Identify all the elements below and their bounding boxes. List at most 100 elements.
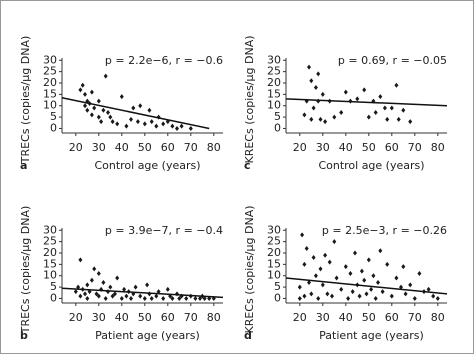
point — [161, 295, 166, 301]
y-tick-label: 25 — [267, 235, 281, 248]
annotation: p = 2.2e−6, r = −0.6 — [105, 54, 223, 67]
point — [129, 116, 133, 122]
point — [99, 119, 104, 125]
point — [78, 293, 83, 299]
point — [122, 286, 127, 292]
x-tick-label: 70 — [408, 141, 422, 154]
point — [131, 105, 136, 111]
point — [297, 295, 302, 301]
point — [316, 295, 321, 301]
point — [399, 284, 403, 290]
point — [309, 78, 314, 84]
point — [96, 114, 101, 120]
point — [103, 73, 108, 79]
point — [110, 119, 115, 125]
y-axis-label: TRECs (copies/µg DNA) — [19, 206, 32, 335]
point — [323, 119, 328, 125]
point — [343, 89, 348, 95]
x-tick-label: 70 — [184, 141, 198, 154]
x-tick-label: 60 — [161, 311, 175, 324]
y-axis-label: KRECs (copies/µg DNA) — [243, 35, 256, 163]
point — [96, 270, 101, 276]
point — [366, 114, 371, 120]
y-tick-label: 10 — [267, 269, 281, 282]
point — [332, 114, 337, 120]
point — [154, 293, 159, 299]
point — [362, 277, 367, 283]
point — [94, 291, 99, 297]
point — [149, 119, 154, 125]
point — [89, 112, 94, 118]
x-tick-label: 50 — [138, 141, 152, 154]
point — [369, 286, 374, 292]
point — [297, 284, 302, 290]
point — [135, 119, 140, 125]
point — [334, 275, 339, 281]
point — [73, 289, 78, 295]
annotation: p = 2.5e−3, r = −0.26 — [322, 224, 447, 237]
point — [408, 119, 413, 125]
x-tick-label: 30 — [92, 311, 106, 324]
y-tick-label: 5 — [274, 280, 281, 293]
point — [403, 291, 408, 297]
point — [138, 103, 143, 109]
point — [309, 116, 314, 122]
point — [188, 125, 193, 131]
point — [179, 123, 184, 129]
point — [96, 293, 101, 299]
point — [302, 112, 307, 118]
point — [339, 286, 344, 292]
point — [115, 275, 120, 281]
y-tick-label: 20 — [267, 76, 281, 89]
y-tick-label: 5 — [50, 110, 57, 123]
point — [92, 266, 97, 272]
point — [307, 64, 311, 70]
x-tick-label: 80 — [431, 141, 445, 154]
x-tick-label: 30 — [316, 141, 330, 154]
regression-line — [61, 287, 224, 299]
x-tick-label: 80 — [207, 311, 221, 324]
point — [373, 295, 378, 301]
point — [101, 107, 106, 113]
x-tick-label: 30 — [316, 311, 330, 324]
y-tick-label: 10 — [267, 99, 281, 112]
point — [115, 121, 120, 127]
y-axis-label: TRECs (copies/µg DNA) — [19, 36, 32, 165]
point — [119, 94, 124, 100]
y-tick-label: 15 — [43, 87, 57, 100]
x-tick-label: 80 — [431, 311, 445, 324]
point — [401, 107, 406, 113]
point — [348, 270, 353, 276]
point — [373, 110, 378, 116]
point — [378, 248, 383, 254]
x-tick-label: 20 — [69, 141, 83, 154]
point — [389, 293, 394, 299]
x-tick-label: 40 — [339, 311, 353, 324]
y-tick-label: 5 — [50, 280, 57, 293]
annotation: p = 0.69, r = −0.05 — [338, 54, 447, 67]
point — [355, 96, 360, 102]
point — [320, 91, 325, 97]
point — [177, 295, 182, 301]
panel-letter: c — [244, 159, 251, 172]
panel-letter: a — [20, 159, 27, 172]
x-tick-label: 70 — [408, 311, 422, 324]
x-axis-label: Patient age (years) — [95, 329, 200, 342]
y-tick-label: 20 — [43, 246, 57, 259]
y-tick-label: 0 — [274, 291, 281, 304]
y-tick-label: 0 — [50, 291, 57, 304]
point — [161, 121, 166, 127]
point — [138, 293, 143, 299]
y-tick-label: 25 — [43, 65, 57, 78]
y-tick-label: 25 — [43, 235, 57, 248]
point — [382, 105, 387, 111]
point — [313, 273, 318, 279]
y-tick-label: 30 — [43, 53, 57, 66]
y-tick-label: 5 — [274, 110, 281, 123]
point — [147, 107, 152, 113]
point — [359, 268, 364, 274]
point — [149, 295, 154, 301]
x-tick-label: 50 — [138, 311, 152, 324]
point — [175, 125, 179, 131]
